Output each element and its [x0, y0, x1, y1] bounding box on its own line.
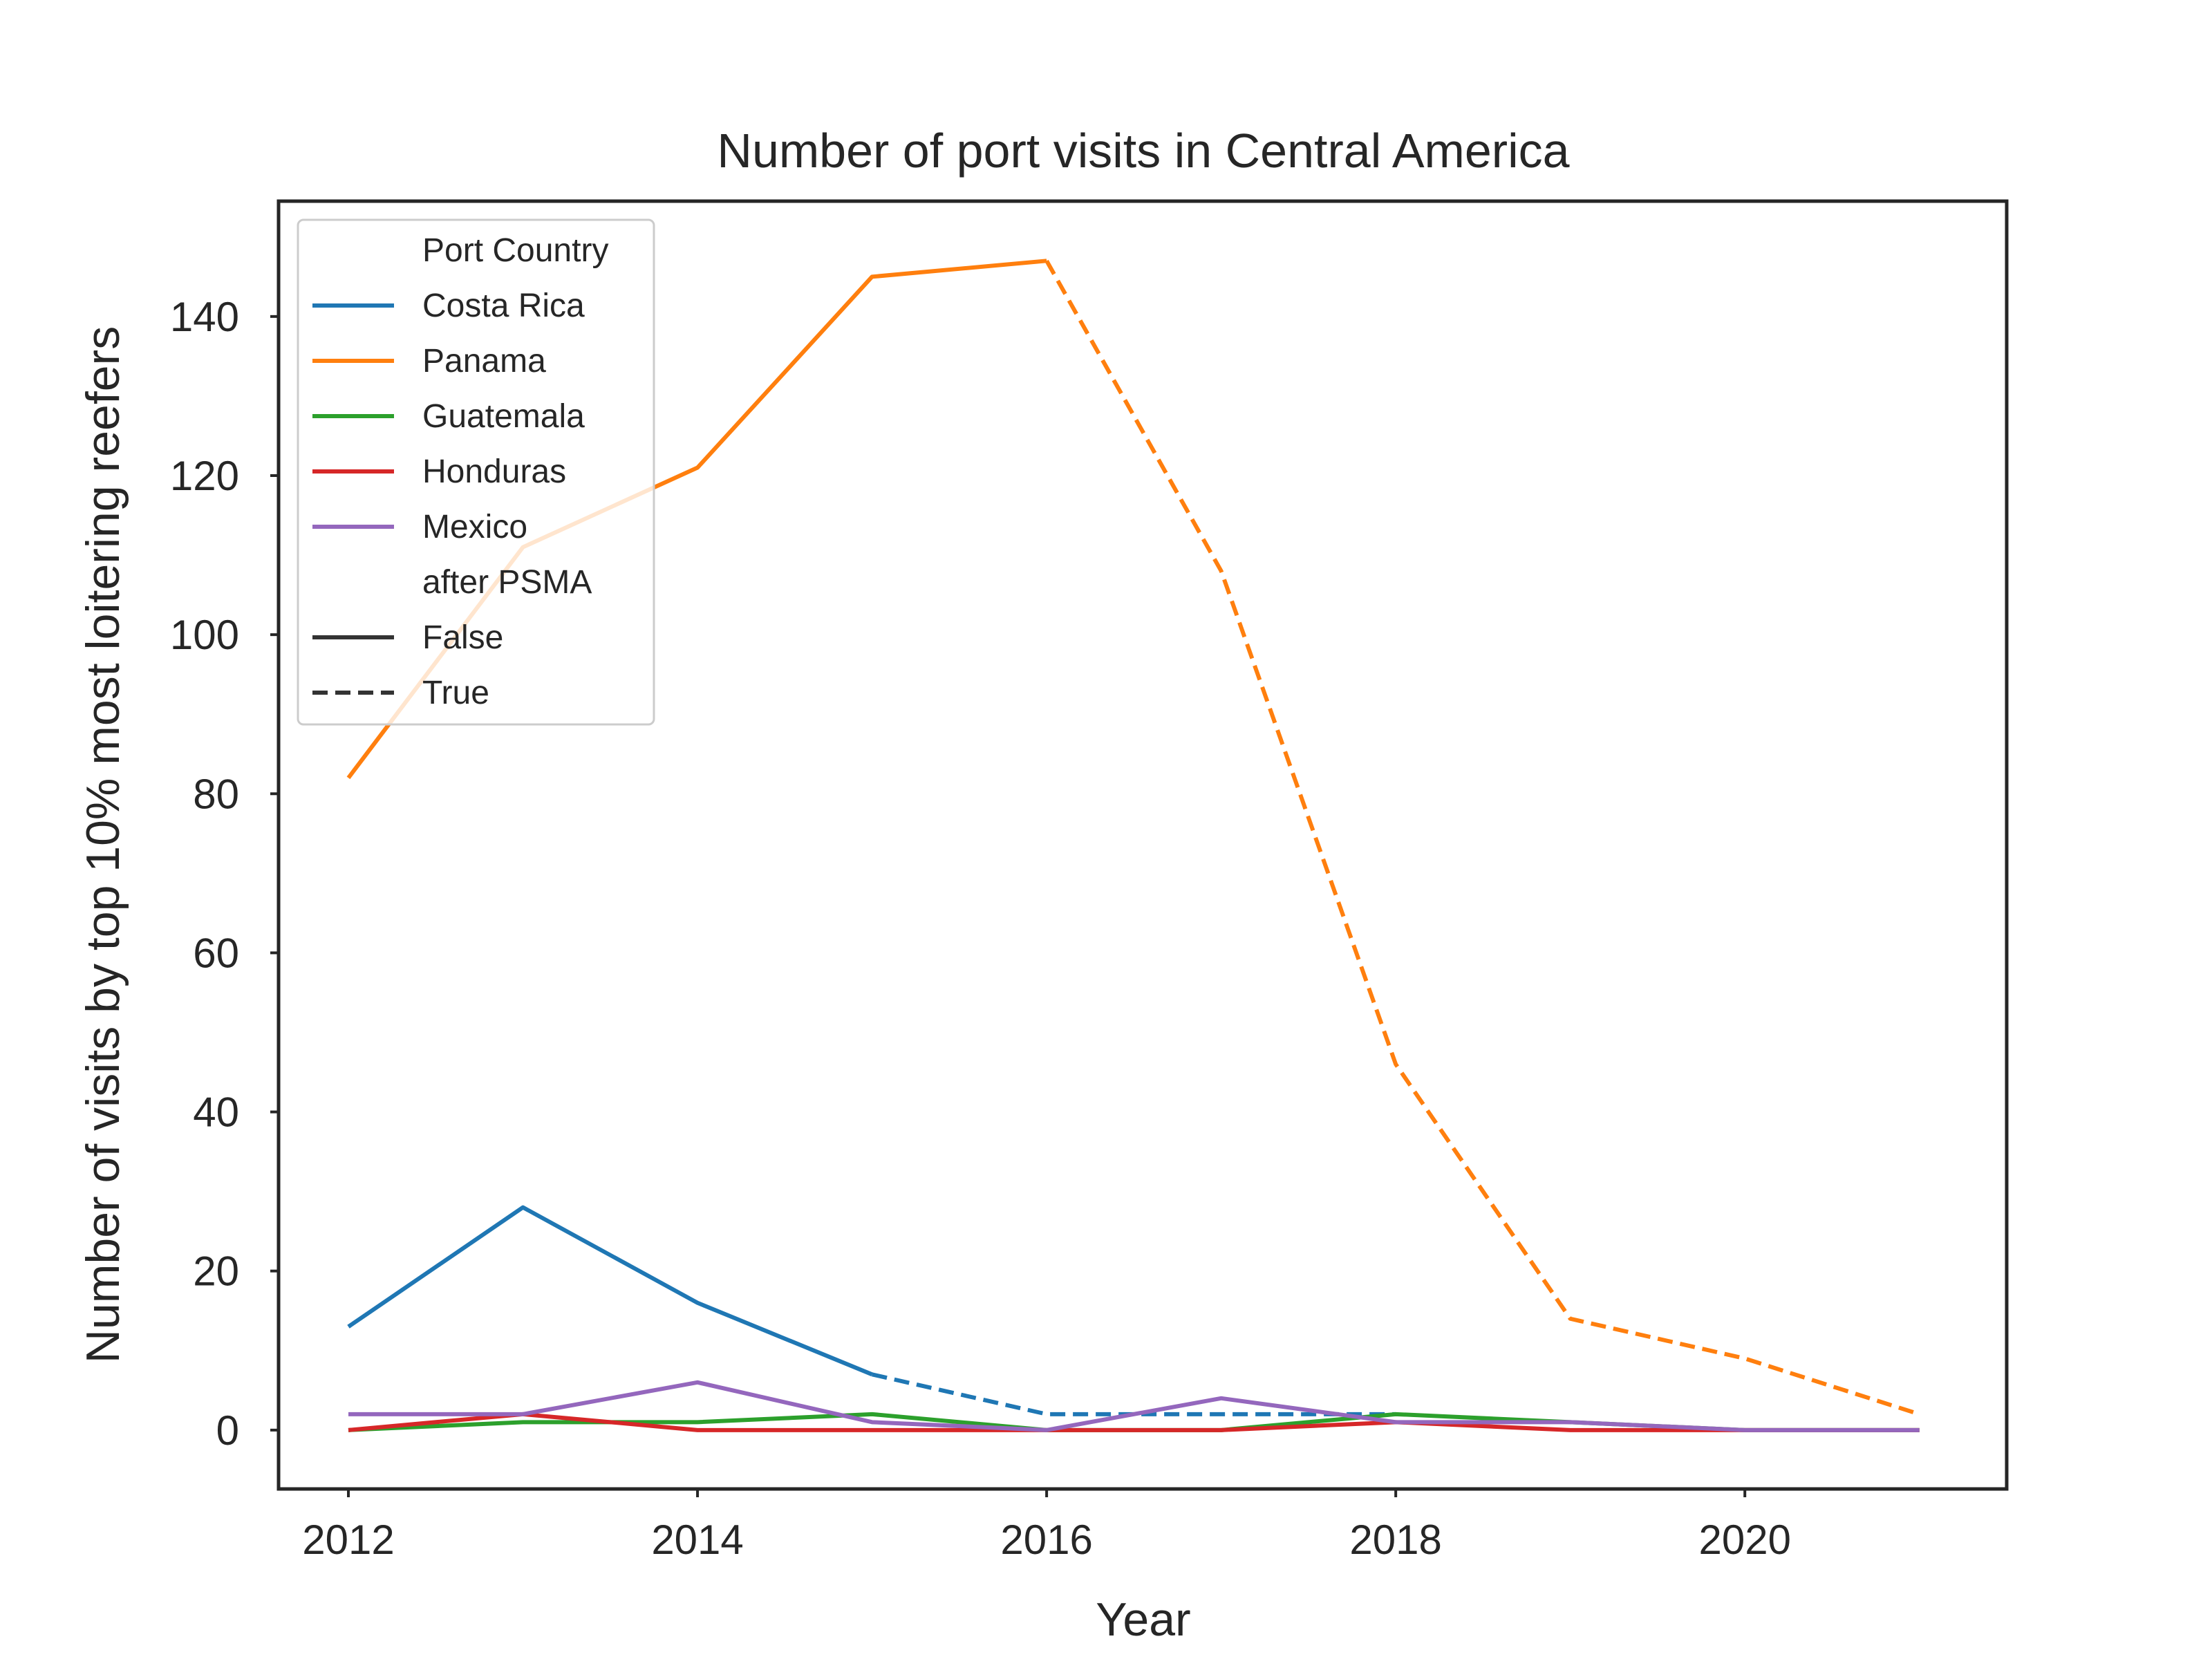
series-line-costa-rica-after-psma [871, 1372, 1396, 1416]
series-line-costa-rica-before-psma [347, 1205, 873, 1377]
y-tick-label: 60 [193, 930, 239, 976]
plot-lines [346, 259, 1920, 1432]
y-tick-label: 120 [170, 453, 239, 499]
series-line-panama-after-psma [1044, 259, 1920, 1416]
legend-box [297, 218, 655, 726]
x-axis-ticks: 2012 2014 2016 2018 2020 [302, 1489, 1791, 1563]
chart-title: Number of port visits in Central America [717, 124, 1569, 178]
legend-label-mexico: Mexico [422, 509, 527, 545]
y-tick-label: 140 [170, 294, 239, 340]
legend-series-entries: Costa Rica Panama Guatemala Honduras Mexico [312, 288, 585, 545]
y-tick-label: 20 [193, 1248, 239, 1295]
series-line-mexico-before-psma [348, 1380, 1920, 1432]
legend-style-title: after PSMA [422, 564, 592, 601]
legend-style-entries: False True [312, 619, 503, 711]
x-axis-label: Year [1096, 1593, 1190, 1646]
legend-label-true: True [422, 675, 489, 711]
legend-label-guatemala: Guatemala [422, 398, 585, 435]
series-line-honduras-before-psma [348, 1412, 1920, 1432]
legend-label-panama: Panama [422, 343, 546, 379]
x-tick-label: 2016 [1000, 1517, 1092, 1563]
x-tick-label: 2018 [1349, 1517, 1441, 1563]
y-tick-label: 40 [193, 1089, 239, 1136]
legend-label-costa-rica: Costa Rica [422, 288, 585, 324]
legend-label-false: False [422, 619, 503, 656]
legend-label-honduras: Honduras [422, 453, 566, 490]
legend: Port Country Costa Rica Panama Guatemala Ho… [297, 218, 655, 726]
x-tick-label: 2014 [651, 1517, 743, 1563]
y-tick-label: 0 [216, 1407, 239, 1454]
plot-frame [276, 199, 2009, 1491]
legend-hue-title: Port Country [422, 232, 608, 269]
y-axis-ticks: 0 20 40 60 80 100 120 140 [170, 294, 279, 1454]
x-tick-label: 2012 [302, 1517, 394, 1563]
x-tick-label: 2020 [1698, 1517, 1790, 1563]
y-axis-label: Number of visits by top 10% most loiteri… [77, 326, 129, 1363]
y-tick-label: 100 [170, 612, 239, 658]
y-tick-label: 80 [193, 771, 239, 817]
